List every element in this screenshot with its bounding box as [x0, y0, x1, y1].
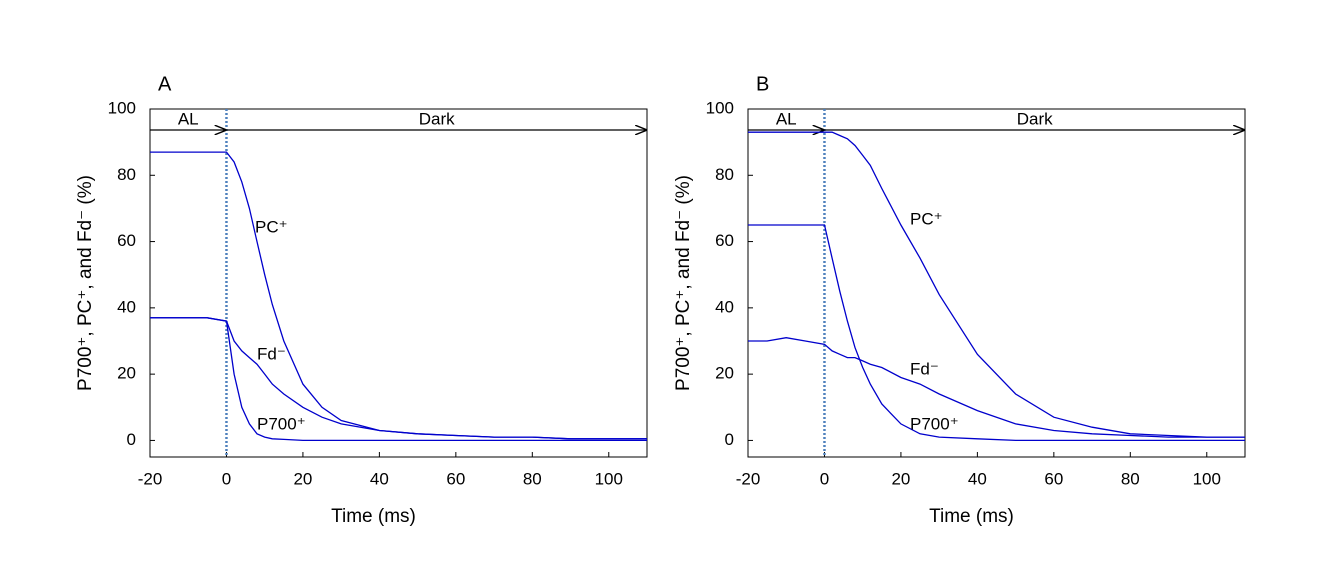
chart-panel: B Time (ms) P700⁺, PC⁺, and Fd⁻ (%) -20 0 20 4…	[673, 73, 1246, 527]
y-tick-label: 0	[127, 430, 136, 449]
plot-frame	[149, 108, 648, 458]
data-line	[748, 224, 1245, 442]
x-tick-label: 80	[523, 469, 542, 488]
y-tick-label: 80	[117, 165, 136, 184]
series-label: Fd⁻	[910, 359, 939, 378]
x-tick-label: 40	[370, 469, 389, 488]
period-label: AL	[776, 109, 797, 128]
data-line	[150, 151, 647, 440]
series-label: P700⁺	[257, 414, 306, 433]
plot-frame	[747, 108, 1246, 458]
y-tick-label: 40	[715, 297, 734, 316]
series-label: P700⁺	[910, 414, 959, 433]
y-tick-label: 20	[117, 364, 136, 383]
data-line	[150, 317, 647, 440]
x-tick-label: 60	[1044, 469, 1063, 488]
x-tick-label: 20	[891, 469, 910, 488]
y-axis-label: P700⁺, PC⁺, and Fd⁻ (%)	[673, 175, 694, 391]
y-tick-label: 40	[117, 297, 136, 316]
data-line	[150, 317, 647, 442]
period-label: AL	[178, 109, 199, 128]
x-tick-label: 40	[968, 469, 987, 488]
y-tick-label: 0	[725, 430, 734, 449]
x-tick-label: -20	[736, 469, 761, 488]
x-tick-label: 100	[595, 469, 623, 488]
panel-label: B	[756, 73, 769, 95]
x-tick-label: 80	[1121, 469, 1140, 488]
series-label: PC⁺	[910, 209, 943, 228]
y-tick-label: 60	[117, 231, 136, 250]
y-tick-label: 100	[706, 98, 734, 117]
series-label: Fd⁻	[257, 344, 286, 363]
period-label: Dark	[419, 109, 455, 128]
period-label: Dark	[1017, 109, 1053, 128]
x-tick-label: 0	[222, 469, 231, 488]
y-tick-label: 20	[715, 364, 734, 383]
x-tick-label: -20	[138, 469, 163, 488]
x-tick-label: 60	[446, 469, 465, 488]
data-line	[748, 131, 1245, 438]
x-tick-label: 0	[820, 469, 829, 488]
x-tick-label: 100	[1193, 469, 1221, 488]
y-tick-label: 80	[715, 165, 734, 184]
data-line	[748, 337, 1245, 438]
y-tick-label: 60	[715, 231, 734, 250]
y-tick-label: 100	[108, 98, 136, 117]
chart-panel: A Time (ms) P700⁺, PC⁺, and Fd⁻ (%) -20 0 20 4…	[75, 73, 648, 527]
panel-label: A	[158, 73, 172, 95]
x-tick-label: 20	[293, 469, 312, 488]
x-axis-label: Time (ms)	[331, 506, 416, 527]
y-axis-label: P700⁺, PC⁺, and Fd⁻ (%)	[75, 175, 96, 391]
x-axis-label: Time (ms)	[929, 506, 1014, 527]
series-label: PC⁺	[255, 217, 288, 236]
